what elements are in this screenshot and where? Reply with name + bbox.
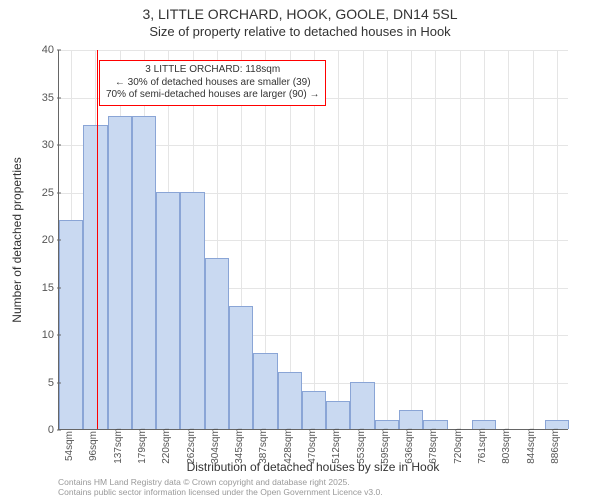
y-tick-label: 25 bbox=[14, 187, 54, 199]
gridline-v bbox=[363, 50, 364, 429]
reference-line bbox=[97, 50, 98, 429]
y-tick-mark bbox=[57, 145, 61, 146]
gridline-v bbox=[508, 50, 509, 429]
histogram-bar bbox=[108, 116, 132, 430]
x-tick-label: 54sqm bbox=[64, 431, 75, 461]
y-tick-mark bbox=[57, 192, 61, 193]
x-tick-label: 179sqm bbox=[137, 428, 148, 464]
x-tick-label: 470sqm bbox=[307, 428, 318, 464]
gridline-v bbox=[435, 50, 436, 429]
x-tick-label: 304sqm bbox=[210, 428, 221, 464]
gridline-v bbox=[533, 50, 534, 429]
x-tick-label: 512sqm bbox=[331, 428, 342, 464]
y-tick-mark bbox=[57, 240, 61, 241]
annotation-line: 3 LITTLE ORCHARD: 118sqm bbox=[106, 64, 319, 77]
gridline-v bbox=[387, 50, 388, 429]
histogram-bar bbox=[205, 258, 229, 429]
x-tick-label: 844sqm bbox=[526, 428, 537, 464]
annotation-line: 70% of semi-detached houses are larger (… bbox=[106, 89, 319, 102]
histogram-bar bbox=[180, 192, 204, 430]
y-tick-mark bbox=[57, 97, 61, 98]
x-tick-label: 636sqm bbox=[404, 428, 415, 464]
gridline-v bbox=[314, 50, 315, 429]
histogram-bar bbox=[326, 401, 350, 430]
x-tick-label: 803sqm bbox=[501, 428, 512, 464]
gridline-v bbox=[338, 50, 339, 429]
y-tick-mark bbox=[57, 382, 61, 383]
gridline-v bbox=[557, 50, 558, 429]
histogram-bar bbox=[83, 125, 107, 429]
histogram-bar bbox=[350, 382, 374, 430]
y-tick-label: 35 bbox=[14, 92, 54, 104]
footer-line2: Contains public sector information licen… bbox=[58, 488, 383, 498]
title-line2: Size of property relative to detached ho… bbox=[0, 24, 600, 39]
x-tick-label: 262sqm bbox=[186, 428, 197, 464]
y-tick-label: 15 bbox=[14, 282, 54, 294]
annotation-line: ← 30% of detached houses are smaller (39… bbox=[106, 77, 319, 90]
x-tick-label: 137sqm bbox=[113, 428, 124, 464]
x-tick-label: 220sqm bbox=[161, 428, 172, 464]
y-tick-mark bbox=[57, 335, 61, 336]
annotation-box: 3 LITTLE ORCHARD: 118sqm← 30% of detache… bbox=[99, 60, 326, 106]
y-tick-label: 40 bbox=[14, 44, 54, 56]
histogram-bar bbox=[302, 391, 326, 429]
x-tick-label: 345sqm bbox=[234, 428, 245, 464]
y-tick-mark bbox=[57, 50, 61, 51]
gridline-v bbox=[484, 50, 485, 429]
y-tick-label: 20 bbox=[14, 234, 54, 246]
y-tick-label: 10 bbox=[14, 329, 54, 341]
histogram-bar bbox=[278, 372, 302, 429]
histogram-bar bbox=[156, 192, 180, 430]
y-tick-label: 0 bbox=[14, 424, 54, 436]
y-tick-mark bbox=[57, 287, 61, 288]
histogram-bar bbox=[132, 116, 156, 430]
x-tick-label: 886sqm bbox=[550, 428, 561, 464]
histogram-plot: 3 LITTLE ORCHARD: 118sqm← 30% of detache… bbox=[58, 50, 568, 430]
title-line1: 3, LITTLE ORCHARD, HOOK, GOOLE, DN14 5SL bbox=[0, 6, 600, 22]
gridline-v bbox=[411, 50, 412, 429]
y-tick-mark bbox=[57, 430, 61, 431]
x-tick-label: 761sqm bbox=[477, 428, 488, 464]
x-tick-label: 428sqm bbox=[283, 428, 294, 464]
x-tick-label: 678sqm bbox=[428, 428, 439, 464]
x-tick-label: 96sqm bbox=[88, 431, 99, 461]
gridline-v bbox=[460, 50, 461, 429]
histogram-bar bbox=[59, 220, 83, 429]
histogram-bar bbox=[253, 353, 277, 429]
x-tick-label: 387sqm bbox=[258, 428, 269, 464]
attribution-footer: Contains HM Land Registry data © Crown c… bbox=[58, 478, 383, 498]
y-tick-label: 5 bbox=[14, 377, 54, 389]
chart-title-block: 3, LITTLE ORCHARD, HOOK, GOOLE, DN14 5SL… bbox=[0, 0, 600, 39]
histogram-bar bbox=[399, 410, 423, 429]
x-tick-label: 720sqm bbox=[453, 428, 464, 464]
y-tick-label: 30 bbox=[14, 139, 54, 151]
x-tick-label: 595sqm bbox=[380, 428, 391, 464]
histogram-bar bbox=[229, 306, 253, 430]
x-tick-label: 553sqm bbox=[356, 428, 367, 464]
